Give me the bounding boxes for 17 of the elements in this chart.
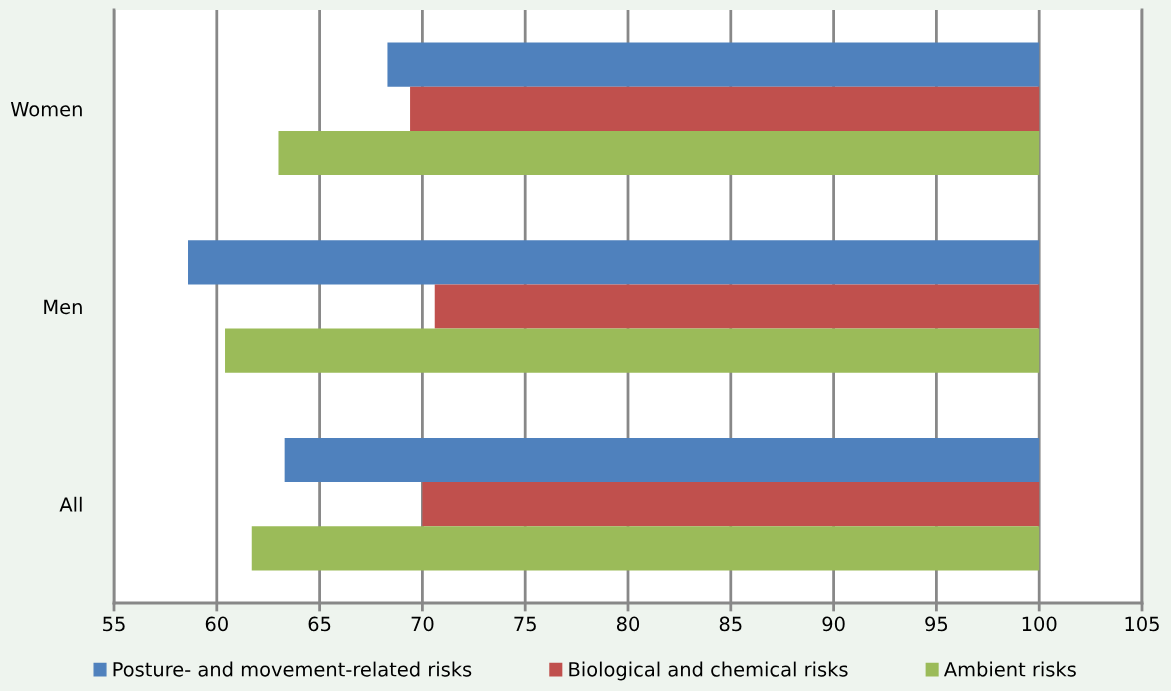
y-tick-label: Women <box>10 102 82 117</box>
x-tick-label: 105 <box>1125 616 1159 632</box>
x-tick-label: 100 <box>1022 616 1057 632</box>
x-tick-label: 75 <box>514 616 536 632</box>
x-tick-label: 80 <box>616 616 640 632</box>
legend-label: Posture- and movement-related risks <box>113 661 472 677</box>
x-tick-label: 85 <box>719 616 742 632</box>
legend-label: Ambient risks <box>943 661 1076 677</box>
legend-label: Biological and chemical risks <box>569 661 848 681</box>
x-tick-label: 60 <box>205 616 228 632</box>
x-tick-label: 65 <box>308 616 331 632</box>
x-tick-label: 70 <box>411 616 434 632</box>
y-tick-label: All <box>59 496 82 512</box>
x-tick-label: 90 <box>822 616 845 632</box>
x-tick-label: 95 <box>925 616 948 632</box>
y-tick-label: Men <box>44 299 82 315</box>
x-tick-label: 55 <box>103 616 125 632</box>
